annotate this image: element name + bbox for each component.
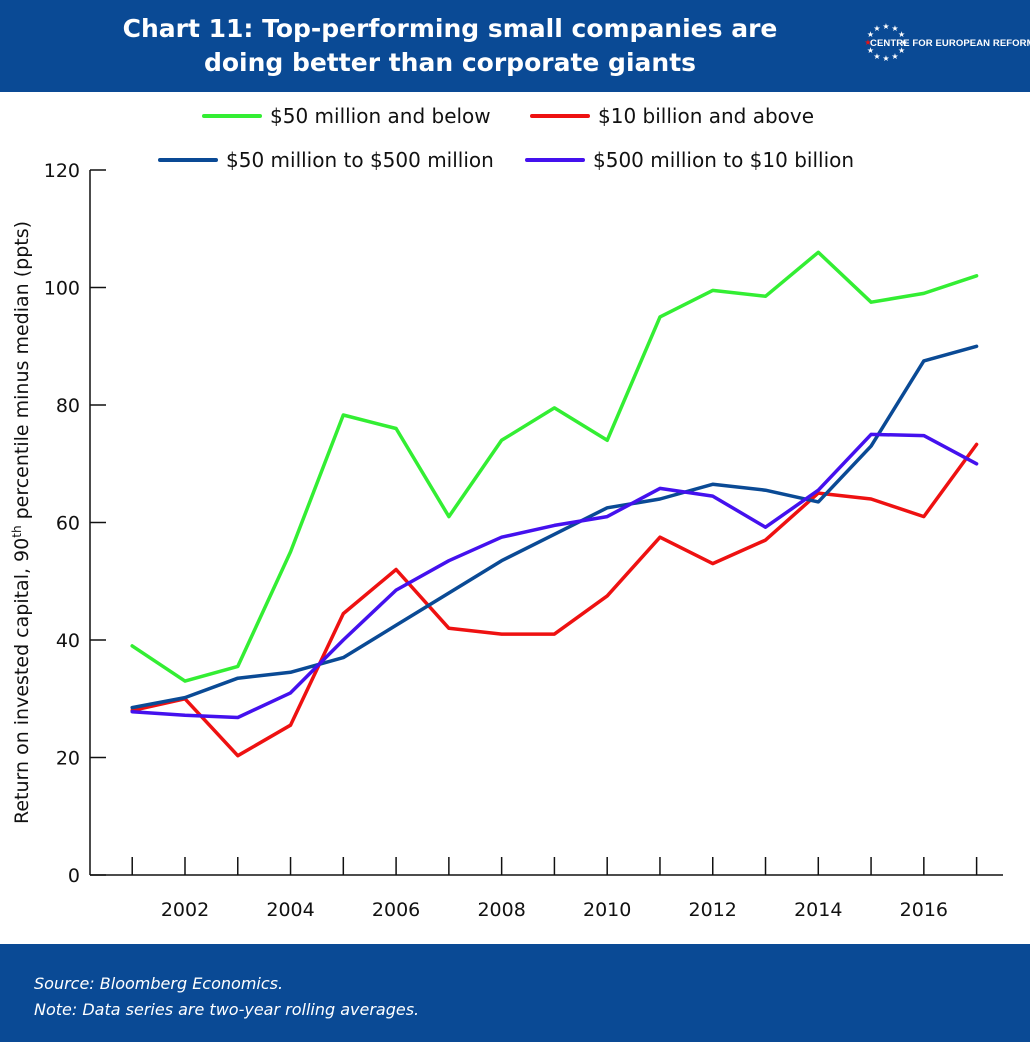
legend-item-2: $10 billion and above [530,104,814,128]
x-tick-label: 2016 [900,899,948,921]
series-lines [130,250,979,758]
logo-text: CENTRE FOR EUROPEAN REFORM [870,38,1030,49]
star-icon: ★ [864,38,871,47]
y-axis-title: Return on invested capital, 90th percent… [10,221,33,824]
series-line-3 [130,344,979,710]
star-icon: ★ [891,24,898,33]
star-icon: ★ [867,46,874,55]
x-tick-label: 2012 [689,899,737,921]
y-tick-label: 100 [44,278,80,300]
star-icon: ★ [882,22,889,31]
y-axis-label: Return on invested capital, 90th percent… [10,221,33,824]
series-line-1 [130,250,979,683]
y-tick-label: 80 [56,395,80,417]
star-icon: ★ [873,52,880,61]
x-tick-label: 2008 [477,899,525,921]
star-icon: ★ [867,30,874,39]
x-tick-label: 2002 [161,899,209,921]
x-tick-label: 2010 [583,899,631,921]
y-axis-title-sup: th [10,525,24,537]
star-icon: ★ [898,30,905,39]
legend-label: $10 billion and above [598,104,814,128]
chart-title-line2: doing better than corporate giants [203,48,697,77]
legend-item-4: $500 million to $10 billion [525,148,854,172]
y-tick-label: 60 [56,513,80,535]
x-tick-label: 2004 [266,899,314,921]
title-banner: Chart 11: Top-performing small companies… [0,0,1030,92]
y-tick-label: 20 [56,748,80,770]
star-icon: ★ [898,46,905,55]
axes [89,170,1003,876]
cer-logo: ★ ★ ★ ★ ★ ★ ★ ★ ★ ★ ★ ★ CENTRE FOR EUROPEAN REFORM [860,22,1030,72]
y-tick-label: 40 [56,630,80,652]
data-note: Note: Data series are two-year rolling a… [34,1000,420,1019]
ticks: 0 20 40 60 80 100 120 2002 2004 2006 2008 2010 2012 2… [44,160,978,921]
eu-stars-icon: ★★★★★★★★★ ★ ★★ [864,22,907,63]
source-note: Source: Bloomberg Economics. [34,974,284,993]
series-line-4 [130,432,979,720]
star-icon: ★ [891,52,898,61]
legend-label: $500 million to $10 billion [593,148,854,172]
footer-banner: Source: Bloomberg Economics. Note: Data … [0,944,1030,1042]
legend-item-1: $50 million and below [202,104,491,128]
y-tick-label: 120 [44,160,80,182]
legend-label: $50 million and below [270,104,491,128]
legend-item-3: $50 million to $500 million [158,148,494,172]
star-icon: ★ [882,54,889,63]
chart-title: Chart 11: Top-performing small companies… [100,12,800,80]
chart-title-line1: Chart 11: Top-performing small companies… [122,14,778,43]
series-line-2 [130,442,979,758]
legend-label: $50 million to $500 million [226,148,494,172]
y-axis-title-end: percentile minus median (ppts) [11,221,33,525]
line-chart: $50 million and below $10 billion and abo… [10,104,1003,921]
legend: $50 million and below $10 billion and abo… [158,104,854,172]
x-tick-label: 2014 [794,899,842,921]
y-tick-label: 0 [68,865,80,887]
star-icon: ★ [873,24,880,33]
y-axis-title-main: Return on invested capital, 90 [11,538,33,824]
x-tick-label: 2006 [372,899,420,921]
star-icon: ★ [900,38,907,47]
